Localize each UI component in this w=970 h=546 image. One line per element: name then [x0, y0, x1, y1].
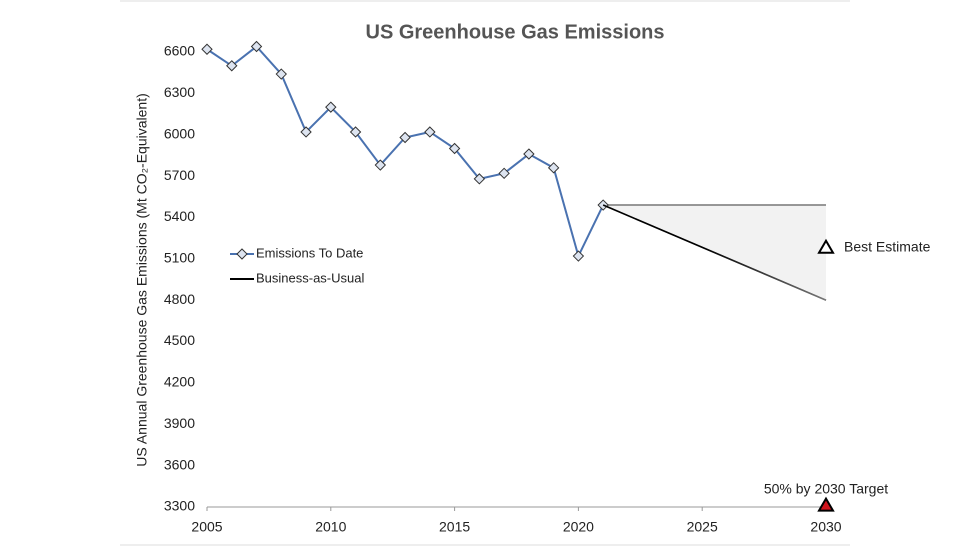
data-point — [424, 126, 436, 138]
marker-triangle — [817, 496, 835, 512]
y-tick-label: 6300 — [164, 84, 195, 100]
y-tick-label: 3300 — [164, 498, 195, 514]
data-point — [399, 131, 411, 144]
y-tick-label: 6000 — [164, 125, 195, 141]
data-point — [325, 101, 337, 113]
data-point — [473, 173, 486, 185]
x-tick-label: 2020 — [563, 519, 594, 535]
marker-triangle — [817, 238, 835, 254]
y-axis-label: US Annual Greenhouse Gas Emissions (Mt C… — [134, 93, 150, 466]
data-point — [572, 250, 585, 262]
legend-label: Emissions To Date — [256, 245, 363, 260]
data-point — [448, 142, 461, 155]
y-tick-label: 3900 — [164, 415, 195, 431]
data-point — [250, 40, 263, 53]
y-tick-label: 4800 — [164, 291, 195, 307]
data-point — [374, 159, 387, 171]
data-point — [597, 199, 609, 211]
series-line — [206, 45, 605, 259]
data-point — [547, 162, 560, 174]
y-tick-label: 4200 — [164, 374, 195, 390]
y-tick-label: 3600 — [164, 456, 195, 472]
x-tick-label: 2005 — [191, 519, 222, 535]
data-point — [226, 60, 238, 72]
y-tick-label: 5700 — [164, 167, 195, 183]
y-tick-label: 6600 — [164, 43, 195, 59]
legend-marker — [236, 248, 248, 260]
y-tick-label: 5400 — [164, 208, 195, 224]
data-point — [349, 126, 362, 138]
x-tick-label: 2030 — [810, 519, 841, 535]
y-tick-label: 4500 — [164, 332, 195, 348]
marker-label: 50% by 2030 Target — [764, 480, 888, 496]
x-tick-label: 2015 — [439, 519, 470, 535]
data-point — [498, 167, 510, 180]
chart-title: US Greenhouse Gas Emissions — [366, 21, 665, 43]
data-point — [275, 68, 287, 80]
x-tick-label: 2010 — [315, 519, 346, 535]
data-point — [201, 43, 213, 55]
data-point — [523, 148, 535, 160]
x-tick-label: 2025 — [687, 519, 718, 535]
marker-label: Best Estimate — [844, 238, 931, 254]
series-line — [602, 204, 827, 301]
y-tick-label: 5100 — [164, 250, 195, 266]
data-point — [300, 126, 312, 138]
legend-label: Business-as-Usual — [256, 270, 364, 285]
